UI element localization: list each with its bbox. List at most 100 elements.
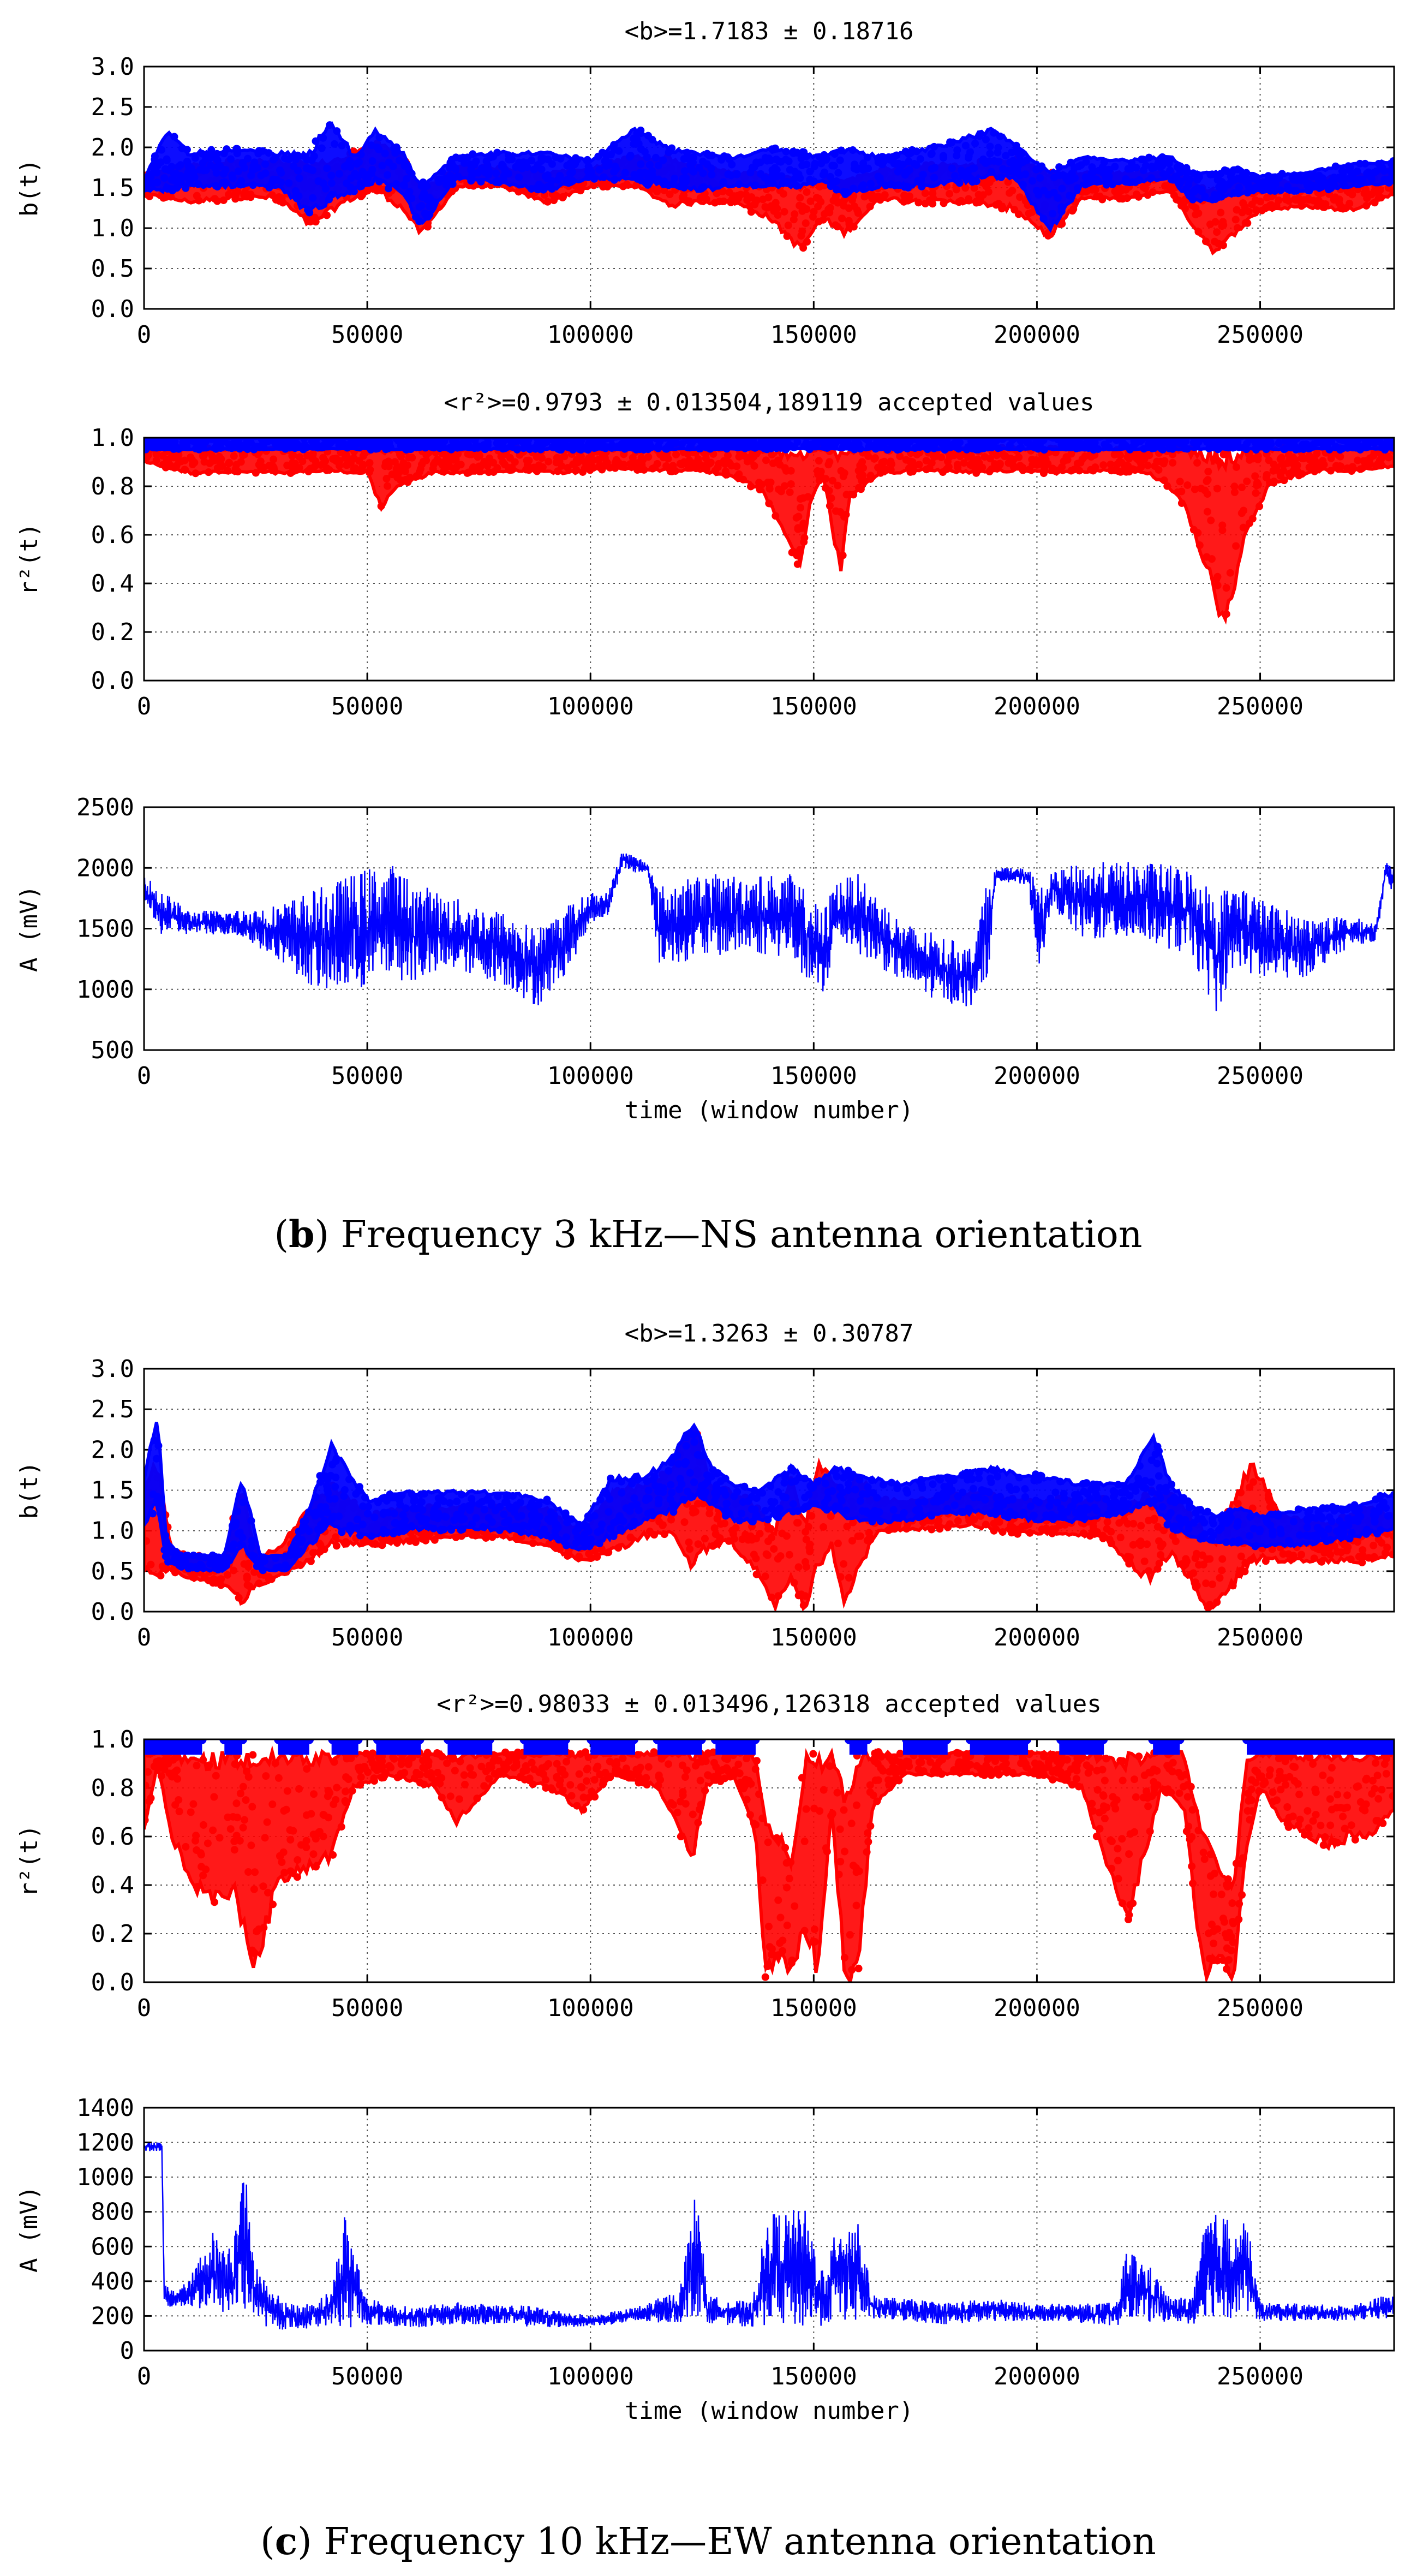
data-point <box>930 142 938 151</box>
data-point <box>838 214 846 223</box>
data-point <box>170 438 178 444</box>
data-point <box>971 438 979 444</box>
data-point <box>354 172 362 181</box>
data-point <box>382 474 391 482</box>
data-point <box>964 443 972 451</box>
data-point <box>467 166 475 174</box>
data-point <box>941 446 949 454</box>
data-point <box>594 152 602 160</box>
data-point <box>342 461 350 469</box>
data-point <box>394 470 402 478</box>
data-point <box>809 213 817 221</box>
data-point <box>175 458 183 466</box>
data-point <box>785 157 793 165</box>
data-point <box>1345 188 1353 196</box>
data-point <box>1390 1532 1394 1540</box>
data-point <box>1234 175 1242 183</box>
data-point <box>255 1579 263 1588</box>
data-point <box>1370 1553 1378 1561</box>
data-point <box>501 438 510 444</box>
data-point <box>176 161 184 169</box>
data-point <box>1219 218 1227 226</box>
data-point <box>1054 194 1062 202</box>
data-point <box>366 459 374 467</box>
data-point <box>919 1518 927 1526</box>
data-point <box>1032 438 1041 444</box>
data-point <box>461 159 469 167</box>
data-point <box>1286 186 1294 194</box>
data-point <box>367 141 375 150</box>
data-point <box>985 157 994 165</box>
data-point <box>697 438 705 446</box>
data-point <box>840 201 848 210</box>
data-point <box>975 1474 983 1482</box>
data-point <box>170 133 178 141</box>
data-point <box>1040 446 1048 454</box>
data-point <box>1354 1538 1362 1546</box>
data-point <box>591 1547 599 1555</box>
data-point <box>796 546 804 554</box>
data-point <box>1290 438 1298 446</box>
data-point <box>361 1493 369 1501</box>
data-point <box>1120 1516 1128 1524</box>
data-point <box>426 195 434 203</box>
data-point <box>1057 207 1066 216</box>
data-point <box>830 162 838 170</box>
data-point <box>780 207 788 216</box>
data-point <box>668 438 676 444</box>
data-point <box>724 153 732 161</box>
data-point <box>991 460 999 468</box>
data-point <box>893 438 901 446</box>
data-point <box>1383 1543 1391 1552</box>
data-point <box>762 456 770 464</box>
data-point <box>519 438 527 446</box>
data-point <box>880 158 888 166</box>
data-point <box>1074 184 1082 192</box>
data-point <box>243 1572 251 1581</box>
x-tick-label: 250000 <box>1217 1624 1304 1651</box>
data-point <box>511 458 519 466</box>
data-point <box>225 458 233 467</box>
data-point <box>854 1532 862 1540</box>
x-tick-label: 0 <box>137 321 152 349</box>
data-point <box>926 439 935 447</box>
data-point <box>181 456 189 464</box>
data-point <box>832 186 840 194</box>
data-point <box>718 156 726 164</box>
data-point <box>1002 152 1010 160</box>
data-point <box>725 1537 733 1545</box>
data-point <box>408 454 416 462</box>
data-point <box>1157 163 1165 171</box>
data-point <box>1203 438 1211 446</box>
data-point <box>157 1571 165 1579</box>
data-point <box>278 194 286 202</box>
data-point <box>633 175 642 183</box>
data-point <box>680 191 688 199</box>
data-point <box>507 438 516 446</box>
data-point <box>1249 1478 1257 1486</box>
data-point <box>257 171 265 180</box>
data-point <box>1250 185 1258 193</box>
data-point <box>654 442 662 450</box>
data-point <box>238 159 247 168</box>
data-point <box>623 181 631 189</box>
y-tick-label: 0.5 <box>91 1558 134 1585</box>
series-line <box>144 853 1394 1011</box>
data-point <box>595 1540 603 1548</box>
data-point <box>449 464 457 472</box>
data-point <box>1198 187 1206 195</box>
data-point <box>195 445 203 454</box>
data-point <box>610 141 618 150</box>
data-point <box>940 199 948 207</box>
data-point <box>235 180 243 188</box>
data-point <box>1137 463 1145 472</box>
data-point <box>1302 1531 1310 1540</box>
data-point <box>804 493 812 501</box>
data-point <box>181 466 189 474</box>
data-point <box>200 1573 208 1581</box>
data-point <box>301 153 309 161</box>
data-point <box>1137 1522 1145 1530</box>
data-point <box>1067 467 1075 475</box>
data-point <box>814 1477 822 1486</box>
data-point <box>793 560 802 568</box>
